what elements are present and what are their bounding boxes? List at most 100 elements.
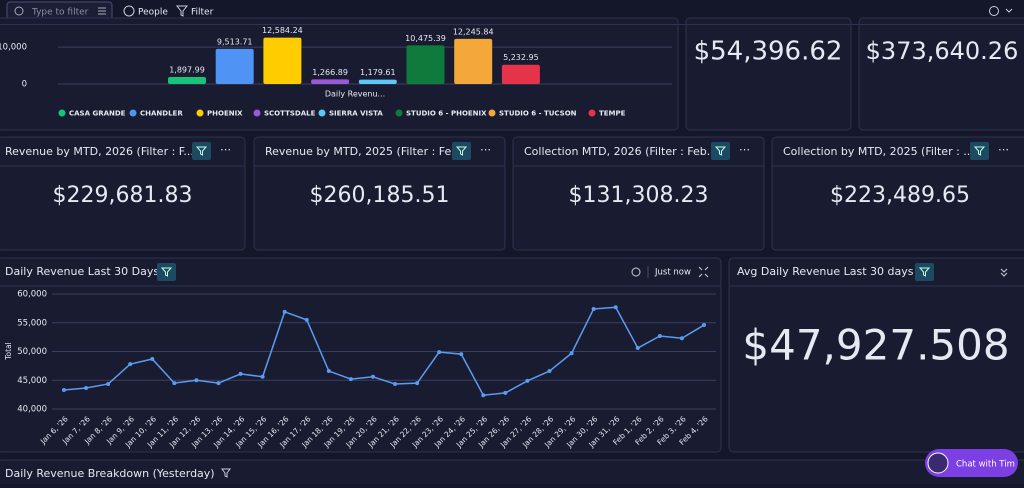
kpi-value: $47,927.508 <box>742 321 1009 370</box>
bar <box>502 65 540 84</box>
kpi-row: Revenue by MTD, 2026 (Filter : F... ⋯ $229… <box>0 137 1024 250</box>
value-label: 1,266.89 <box>312 68 348 77</box>
y-tick-label: 0 <box>22 80 27 90</box>
legend-label[interactable]: SCOTTSDALE <box>264 110 316 118</box>
data-point <box>525 379 529 383</box>
filter-button[interactable] <box>452 142 471 160</box>
kpi-card <box>859 18 1024 130</box>
data-point <box>216 381 220 385</box>
data-point <box>349 377 353 381</box>
data-point <box>371 375 375 379</box>
kpi-value: $223,489.65 <box>830 183 970 208</box>
data-point <box>239 372 243 376</box>
kpi-title: Collection by MTD, 2025 (Filter : ... <box>783 145 974 158</box>
filter-button[interactable]: Filter <box>191 8 214 18</box>
y-tick-label: 55,000 <box>17 318 47 328</box>
kpi-value: $54,396.62 <box>694 37 843 67</box>
filter-button[interactable] <box>157 263 176 281</box>
legend-swatch <box>319 110 326 117</box>
kpi-value: $373,640.26 <box>866 37 1019 65</box>
bar <box>263 38 301 84</box>
kpi-title: Avg Daily Revenue Last 30 days <box>737 265 914 278</box>
card-top-cut <box>0 20 676 26</box>
data-point <box>658 334 662 338</box>
refresh-status: Just now <box>654 268 691 278</box>
legend-label[interactable]: SIERRA VISTA <box>329 110 383 118</box>
chat-button-label[interactable]: Chat with Tim <box>956 460 1015 470</box>
more-icon[interactable]: ⋯ <box>220 143 231 156</box>
more-icon[interactable]: ⋯ <box>739 143 750 156</box>
more-icon[interactable]: ⋯ <box>480 143 491 156</box>
legend-swatch <box>59 110 66 117</box>
y-tick-label: 10,000 <box>0 43 27 53</box>
legend-label[interactable]: STUDIO 6 - TUCSON <box>499 110 577 118</box>
y-tick-label: 40,000 <box>17 405 47 415</box>
value-label: 9,513.71 <box>217 37 253 46</box>
search-placeholder: Type to filter <box>31 8 89 18</box>
kpi-value: $131,308.23 <box>569 183 709 208</box>
bar <box>407 45 445 84</box>
legend-swatch <box>489 110 496 117</box>
filter-button[interactable] <box>915 263 934 281</box>
filter-button[interactable] <box>192 142 211 160</box>
data-point <box>614 305 618 309</box>
legend-swatch <box>396 110 403 117</box>
value-label: 5,232.95 <box>503 53 539 62</box>
data-point <box>62 388 66 392</box>
x-axis-label: Daily Revenu... <box>325 90 385 99</box>
kpi-title: Revenue by MTD, 2026 (Filter : F... <box>5 145 194 158</box>
data-point <box>150 357 154 361</box>
legend-swatch <box>197 110 204 117</box>
value-label: 12,584.24 <box>262 26 303 35</box>
data-point <box>481 393 485 397</box>
value-label: 10,475.39 <box>405 34 446 43</box>
data-point <box>261 375 265 379</box>
legend-label[interactable]: CHANDLER <box>140 110 183 118</box>
data-point <box>194 378 198 382</box>
data-point <box>327 369 331 373</box>
toolbar-border <box>0 24 1024 25</box>
chart-title: Daily Revenue Last 30 Days <box>5 265 159 278</box>
y-tick-label: 60,000 <box>17 290 47 300</box>
bar <box>454 39 492 84</box>
kpi-value: $229,681.83 <box>53 183 193 208</box>
data-point <box>128 362 132 366</box>
legend-swatch <box>254 110 261 117</box>
legend-label[interactable]: STUDIO 6 - PHOENIX <box>406 110 487 118</box>
bar <box>359 80 397 84</box>
y-tick-label: 50,000 <box>17 347 47 357</box>
legend-swatch <box>130 110 137 117</box>
kpi-title: Collection MTD, 2026 (Filter : Feb... <box>524 145 717 158</box>
data-point <box>702 323 706 327</box>
more-icon[interactable]: ⋯ <box>998 143 1009 156</box>
filter-button[interactable] <box>711 142 730 160</box>
people-button[interactable]: People <box>138 8 168 18</box>
kpi-value: $260,185.51 <box>310 183 450 208</box>
data-point <box>592 307 596 311</box>
data-point <box>459 352 463 356</box>
value-label: 12,245.84 <box>453 27 494 36</box>
data-point <box>84 386 88 390</box>
legend-label[interactable]: CASA GRANDE <box>69 110 126 118</box>
legend-label[interactable]: PHOENIX <box>207 110 243 118</box>
data-point <box>393 382 397 386</box>
section-title: Daily Revenue Breakdown (Yesterday) <box>5 467 215 480</box>
data-point <box>570 351 574 355</box>
bar <box>311 79 349 84</box>
bar <box>168 77 206 84</box>
data-point <box>283 310 287 314</box>
data-point <box>305 318 309 322</box>
value-label: 1,179.61 <box>360 68 396 77</box>
legend-swatch <box>589 110 596 117</box>
data-point <box>415 381 419 385</box>
data-point <box>437 350 441 354</box>
data-point <box>548 369 552 373</box>
filter-button[interactable] <box>970 142 989 160</box>
y-axis-label: Total <box>4 342 13 361</box>
kpi-card <box>686 18 851 130</box>
kpi-title: Revenue by MTD, 2025 (Filter : Fe... <box>265 145 462 158</box>
data-point <box>680 336 684 340</box>
legend-label[interactable]: TEMPE <box>599 110 626 118</box>
